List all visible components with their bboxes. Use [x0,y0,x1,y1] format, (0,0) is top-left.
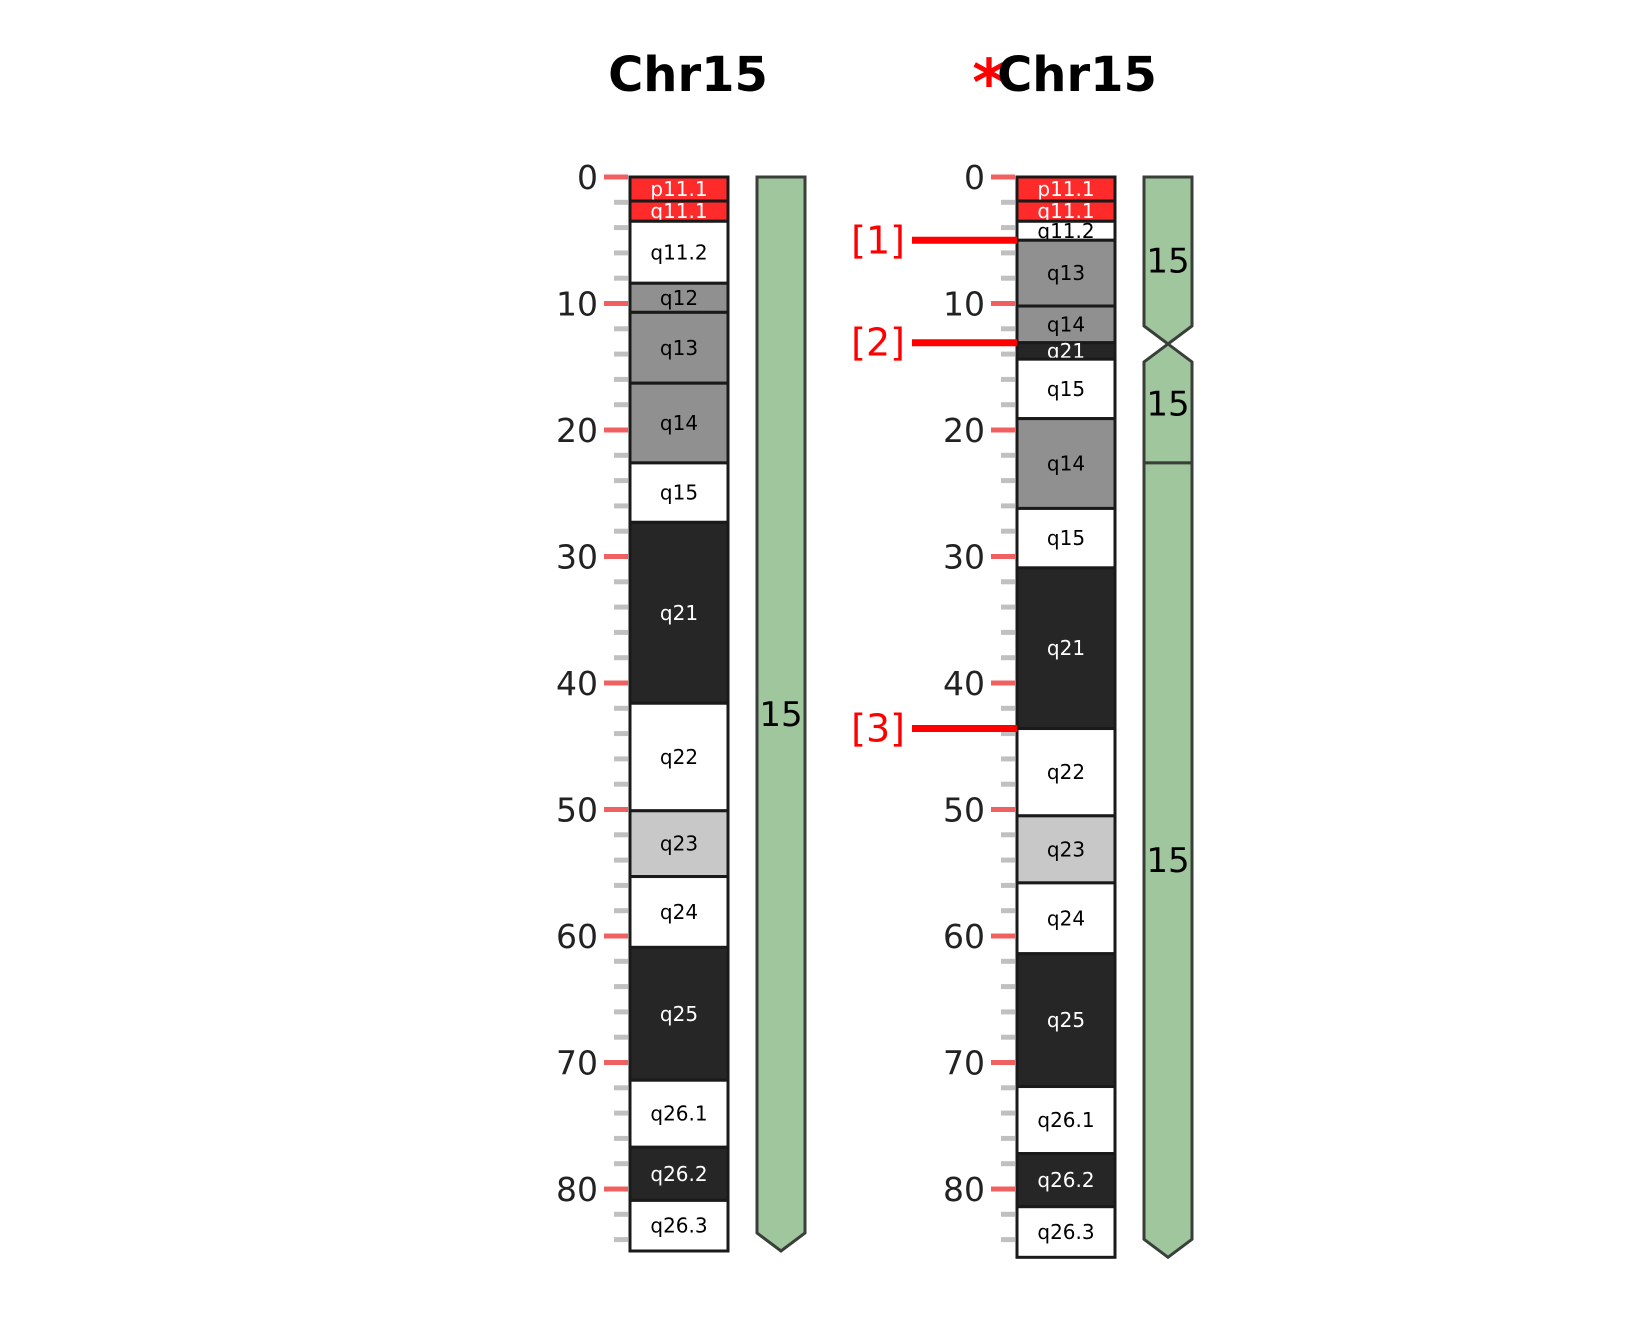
band-q21 [1015,566,1117,731]
band-label: q26.1 [650,1102,707,1126]
band-label: q14 [660,411,698,435]
band-label: q22 [660,745,698,769]
band-label: q21 [660,601,698,625]
derivation-segment [755,175,807,1253]
chromosome-title: Chr15 [997,47,1157,103]
band-label: q15 [1047,377,1085,401]
derivative-marker-star: * [972,47,1005,121]
band-q11.2 [628,219,730,285]
band-label: q13 [1047,261,1085,285]
ruler-tick-label: 70 [556,1044,598,1083]
ruler-tick-label: 80 [556,1170,598,1209]
band-q22 [1015,727,1117,818]
band-q14 [1015,417,1117,510]
ruler-tick-label: 20 [556,411,598,450]
breakpoint-label: [3] [851,707,905,751]
band-q24 [1015,881,1117,956]
band-q25 [1015,952,1117,1089]
band-label: q11.1 [650,199,707,223]
ruler-tick-label: 20 [943,411,985,450]
segment-label: 15 [1146,384,1189,424]
derivation-segment [1142,175,1194,346]
ruler-tick-label: 30 [556,538,598,577]
band-q26.1 [1015,1085,1117,1156]
band-label: q25 [1047,1008,1085,1032]
segment-label: 15 [759,695,802,735]
band-label: p11.1 [1037,177,1094,201]
band-q26.3 [628,1198,730,1253]
ruler-tick-label: 10 [556,285,598,324]
band-label: q21 [1047,636,1085,660]
band-label: q15 [660,481,698,505]
band-label: q26.2 [650,1162,707,1186]
ruler-tick-label: 10 [943,285,985,324]
band-label: p11.1 [650,177,707,201]
band-label: q13 [660,336,698,360]
band-q26.3 [1015,1205,1117,1259]
ruler-tick-label: 50 [943,791,985,830]
chromosome-title: Chr15 [608,47,768,103]
ruler-tick-label: 40 [556,664,598,703]
ruler-tick-label: 70 [943,1044,985,1083]
derivation-segment [1142,461,1194,1260]
band-label: q14 [1047,312,1085,336]
band-q15 [628,461,730,524]
ruler-tick-label: 60 [943,917,985,956]
ruler-tick-label: 60 [556,917,598,956]
ruler-tick-label: 50 [556,791,598,830]
band-q12 [628,281,730,314]
band-p11.1 [628,175,730,203]
band-q21 [628,520,730,705]
band-q22 [628,701,730,813]
band-label: q15 [1047,526,1085,550]
band-q13 [1015,238,1117,308]
ruler-tick-label: 40 [943,664,985,703]
band-label: q26.2 [1037,1168,1094,1192]
derivation-segment [1142,342,1194,465]
band-q14 [628,381,730,465]
breakpoint-label: [2] [851,321,905,365]
band-label: q23 [660,832,698,856]
segment-label: 15 [1146,841,1189,881]
ruler-tick-label: 30 [943,538,985,577]
segment-label: 15 [1146,241,1189,281]
band-label: q14 [1047,452,1085,476]
band-q23 [1015,814,1117,885]
chromosome-panel-derivative: *Chr1501020304050607080p11.1q11.1q11.2q1… [851,47,1194,1260]
ruler-tick-label: 0 [964,158,985,197]
band-label: q23 [1047,837,1085,861]
band-q15 [1015,506,1117,570]
band-label: q24 [1047,906,1085,930]
band-q23 [628,809,730,879]
band-label: q26.3 [1037,1220,1094,1244]
band-label: q11.2 [650,240,707,264]
band-q24 [628,875,730,949]
ruler-tick-label: 0 [577,158,598,197]
band-label: q12 [660,286,698,310]
band-label: q22 [1047,760,1085,784]
band-label: q26.1 [1037,1108,1094,1132]
band-label: q25 [660,1002,698,1026]
band-label: q24 [660,900,698,924]
band-label: q11.1 [1037,199,1094,223]
band-q26.2 [1015,1152,1117,1209]
band-label: q26.3 [650,1214,707,1238]
ruler-tick-label: 80 [943,1170,985,1209]
breakpoint-label: [1] [851,218,905,262]
